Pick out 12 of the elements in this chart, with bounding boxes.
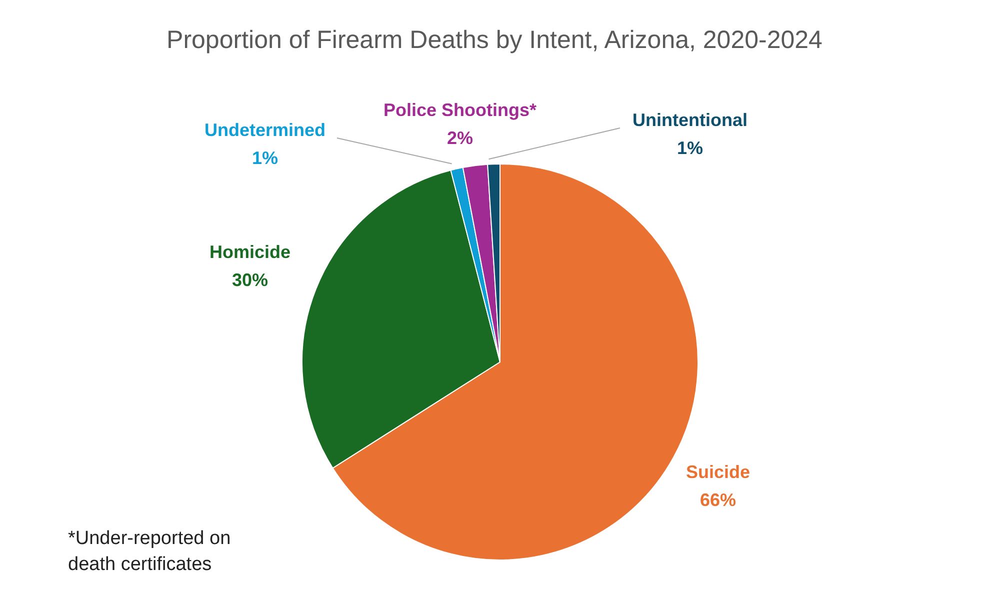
- slice-label: Unintentional: [632, 110, 748, 130]
- slice-label: Suicide: [686, 462, 750, 482]
- slice-label: Police Shootings*: [383, 100, 537, 120]
- data-label: 2%: [446, 128, 474, 148]
- chart-title: Proportion of Firearm Deaths by Intent, Arizona, 2020-2024: [166, 26, 824, 55]
- data-label: 1%: [676, 138, 704, 158]
- text: *Under-reported on death certificates: [68, 527, 232, 577]
- slice-label: Homicide: [209, 242, 291, 262]
- data-label: 66%: [700, 490, 736, 510]
- slice-label: Undetermined: [204, 120, 326, 140]
- data-label: 30%: [232, 270, 268, 290]
- data-label: 1%: [252, 148, 278, 168]
